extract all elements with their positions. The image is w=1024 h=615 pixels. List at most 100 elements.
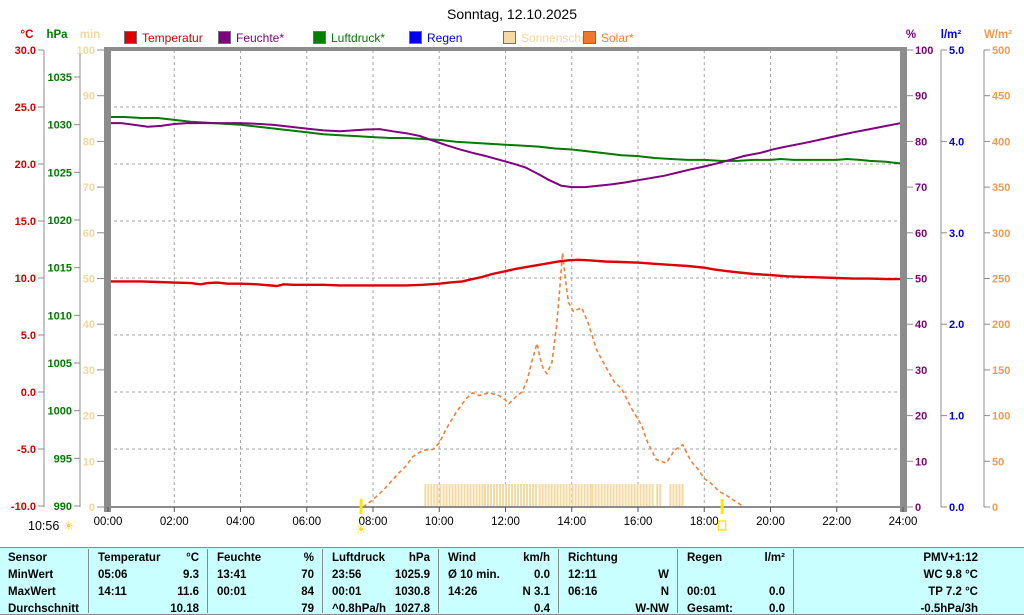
sunset-icon bbox=[717, 520, 727, 531]
cell-value: W-NW bbox=[635, 603, 669, 615]
day-length: 10:56 ☀ bbox=[28, 519, 74, 533]
svg-text:30.0: 30.0 bbox=[15, 45, 36, 57]
cell-time: 14:11 bbox=[98, 586, 127, 598]
svg-text:-5.0: -5.0 bbox=[17, 444, 36, 456]
cell-value: N 3.1 bbox=[522, 586, 551, 598]
column-separator bbox=[207, 549, 208, 613]
cell-value: 10.18 bbox=[170, 603, 199, 615]
svg-text:00:00: 00:00 bbox=[94, 516, 123, 528]
sonnenschein-swatch-icon bbox=[503, 31, 516, 44]
cell-value: 1030.8 bbox=[394, 586, 430, 598]
svg-text:02:00: 02:00 bbox=[160, 516, 189, 528]
cell-value: km/h bbox=[523, 552, 550, 564]
svg-text:30: 30 bbox=[915, 365, 927, 377]
row-label-durchschnitt: Durchschnitt bbox=[8, 603, 79, 615]
svg-text:5.0: 5.0 bbox=[21, 330, 36, 342]
legend-item-luftdruck: Luftdruck* bbox=[313, 29, 385, 45]
svg-text:W/m²: W/m² bbox=[984, 29, 1012, 41]
cell-time: Luftdruck bbox=[332, 552, 386, 564]
svg-text:30: 30 bbox=[83, 365, 95, 377]
cell-time: Wind bbox=[448, 552, 476, 564]
cell-time: 06:16 bbox=[568, 586, 598, 598]
column-separator bbox=[322, 549, 323, 613]
solar-swatch-icon bbox=[583, 31, 596, 44]
column-separator bbox=[793, 549, 794, 613]
regen-swatch-icon bbox=[409, 31, 422, 44]
cell-value: 1025.9 bbox=[394, 569, 430, 581]
legend-label: Temperatur bbox=[142, 31, 203, 45]
svg-text:100: 100 bbox=[915, 45, 933, 57]
table-col-temperatur: Temperatur °C 05:06 9.3 14:11 11.6 10.18 bbox=[88, 548, 207, 615]
svg-text:995: 995 bbox=[54, 453, 72, 465]
row-label-maxwert: MaxWert bbox=[8, 586, 56, 598]
svg-text:60: 60 bbox=[915, 228, 927, 240]
svg-text:990: 990 bbox=[54, 501, 72, 513]
luftdruck-swatch-icon bbox=[313, 31, 326, 44]
svg-text:50: 50 bbox=[992, 456, 1004, 468]
svg-text:12:00: 12:00 bbox=[491, 516, 520, 528]
table-col-feuchte: Feuchte% 13:41 70 00:01 84 79 bbox=[207, 548, 322, 615]
axis-rain: 5.0 4.0 3.0 2.0 1.0 0.0 l/m² bbox=[940, 29, 964, 514]
svg-text:200: 200 bbox=[992, 319, 1010, 331]
svg-text:4.0: 4.0 bbox=[949, 136, 964, 148]
svg-text:20:00: 20:00 bbox=[756, 516, 785, 528]
svg-text:0.0: 0.0 bbox=[949, 502, 964, 514]
cell-value: WC 9.8 °C bbox=[923, 569, 978, 581]
svg-text:l/m²: l/m² bbox=[941, 29, 962, 41]
cell-time: 12:11 bbox=[568, 569, 597, 581]
series-feuchte bbox=[108, 121, 904, 189]
sun-markers: ☀ bbox=[355, 499, 727, 537]
svg-text:25.0: 25.0 bbox=[15, 102, 36, 114]
sensor-table: Sensor MinWert MaxWert Durchschnitt Temperat… bbox=[0, 547, 1024, 615]
svg-text:2.0: 2.0 bbox=[949, 319, 964, 331]
svg-text:1010: 1010 bbox=[48, 310, 72, 322]
svg-text:1015: 1015 bbox=[48, 263, 72, 275]
feuchte-swatch-icon bbox=[218, 31, 231, 44]
svg-text:0.0: 0.0 bbox=[21, 387, 36, 399]
cell-value: °C bbox=[186, 552, 199, 564]
svg-text:5.0: 5.0 bbox=[949, 45, 964, 57]
cell-value: TP 7.2 °C bbox=[928, 586, 978, 598]
legend-label: Regen bbox=[427, 31, 463, 45]
column-separator bbox=[677, 549, 678, 613]
cell-time: Regen bbox=[687, 552, 723, 564]
legend-item-temperatur: Temperatur bbox=[124, 29, 203, 45]
svg-text:350: 350 bbox=[992, 182, 1010, 194]
column-separator bbox=[88, 549, 89, 613]
cell-time: Temperatur bbox=[98, 552, 161, 564]
cell-value: hPa bbox=[408, 552, 430, 564]
cell-time: 05:06 bbox=[98, 569, 128, 581]
cell-time: 14:26 bbox=[448, 586, 478, 598]
svg-text:400: 400 bbox=[992, 136, 1010, 148]
cell-time: 00:01 bbox=[217, 586, 247, 598]
svg-text:18:00: 18:00 bbox=[690, 516, 719, 528]
svg-text:1030: 1030 bbox=[48, 120, 72, 132]
cell-value: 79 bbox=[301, 603, 314, 615]
svg-text:90: 90 bbox=[915, 91, 927, 103]
svg-text:450: 450 bbox=[992, 91, 1010, 103]
cell-value: 1027.8 bbox=[394, 603, 430, 615]
cell-value: N bbox=[660, 586, 669, 598]
svg-text:-10.0: -10.0 bbox=[11, 501, 36, 513]
table-col-luftdruck: Luftdruck hPa 23:56 1025.9 00:01 1030.8 ^0.8hP… bbox=[322, 548, 438, 615]
svg-text:1000: 1000 bbox=[48, 406, 72, 418]
table-col-richtung: Richtung 12:11 W 06:16 N W-NW bbox=[558, 548, 677, 615]
svg-text:250: 250 bbox=[992, 274, 1010, 286]
svg-text:0: 0 bbox=[992, 502, 998, 514]
chart-title: Sonntag, 12.10.2025 bbox=[446, 6, 577, 22]
svg-text:1020: 1020 bbox=[48, 215, 72, 227]
cell-time: 23:56 bbox=[332, 569, 362, 581]
svg-text:40: 40 bbox=[83, 319, 95, 331]
svg-text:150: 150 bbox=[992, 365, 1010, 377]
svg-text:04:00: 04:00 bbox=[226, 516, 255, 528]
sunrise-icon: ☀ bbox=[355, 522, 367, 537]
cell-value: W bbox=[658, 569, 669, 581]
svg-text:80: 80 bbox=[83, 136, 95, 148]
cell-value: 11.6 bbox=[177, 586, 199, 598]
cell-value: % bbox=[303, 552, 314, 564]
axis-temp: 30.0 25.0 20.0 15.0 10.0 5.0 0.0 -5.0 -10.0 °C bbox=[11, 29, 45, 513]
cell-value: 9.3 bbox=[183, 569, 199, 581]
table-col-regen: Regen l/m² 00:01 0.0 Gesamt: 0.0 bbox=[677, 548, 793, 615]
